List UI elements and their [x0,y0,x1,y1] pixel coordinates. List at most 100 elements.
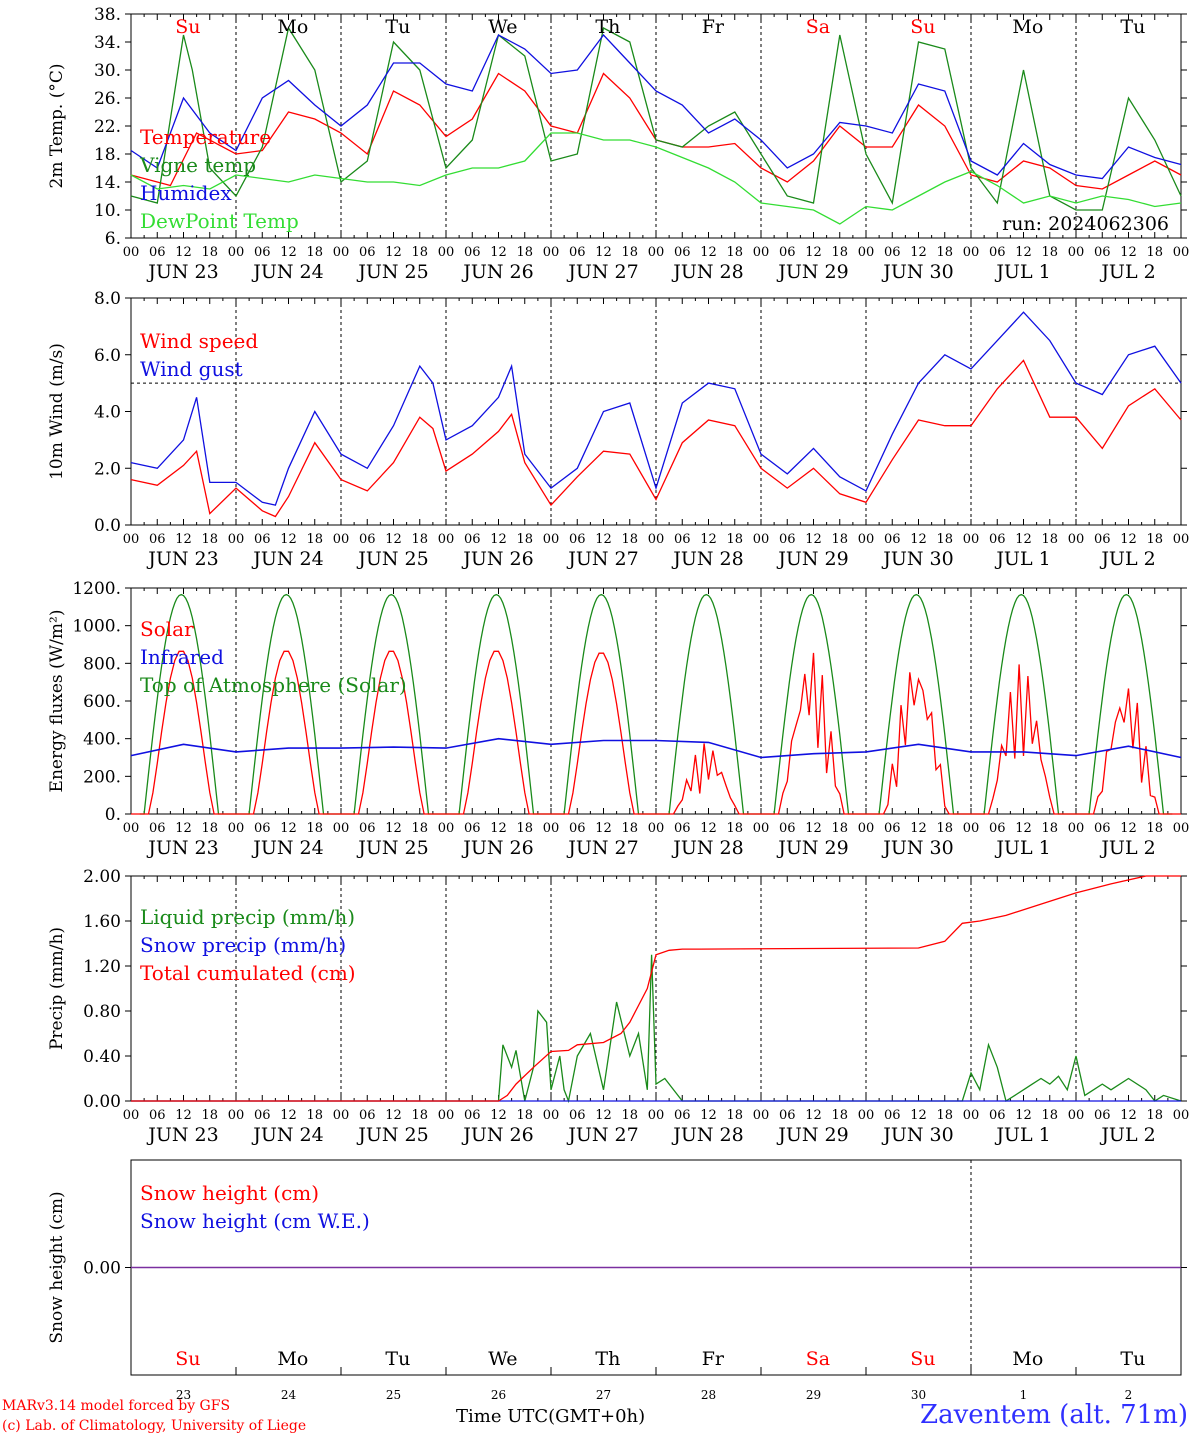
legend-entry: Liquid precip (mm/h) [140,905,355,929]
hour-tick-label: 18 [726,245,743,260]
hour-tick-label: 00 [1068,821,1085,836]
y-tick-label: 0.0 [94,516,121,536]
hour-tick-label: 12 [805,1108,822,1123]
hour-tick-label: 00 [963,821,980,836]
hour-tick-label: 06 [674,245,691,260]
hour-tick-label: 12 [910,532,927,547]
date-label: JUN 24 [251,837,323,859]
hour-tick-label: 06 [779,532,796,547]
hour-tick-label: 18 [306,245,323,260]
hour-tick-label: 12 [1120,532,1137,547]
hour-tick-label: 00 [333,532,350,547]
hour-tick-label: 06 [674,532,691,547]
y-axis-label: Snow height (cm) [47,1191,67,1343]
date-label: JUL 1 [994,1124,1050,1146]
weekday-label: Mo [1012,1348,1043,1370]
date-label: JUN 25 [356,261,428,283]
hour-tick-label: 06 [779,245,796,260]
hour-tick-label: 00 [543,532,560,547]
hour-tick-label: 06 [359,821,376,836]
y-tick-label: 1000. [72,617,121,637]
hour-tick-label: 00 [228,245,245,260]
hour-tick-label: 18 [1146,821,1163,836]
hour-tick-label: 18 [411,1108,428,1123]
model-credit: MARv3.14 model forced by GFS [2,1398,231,1414]
date-label: JUN 30 [881,1124,953,1146]
hour-tick-label: 00 [123,245,140,260]
weekday-label: Fr [702,16,725,38]
hour-tick-label: 00 [123,821,140,836]
weekday-label: Mo [277,1348,308,1370]
weekday-label: Sa [806,1348,830,1370]
hour-tick-label: 00 [438,245,455,260]
hour-tick-label: 00 [858,1108,875,1123]
y-axis-label: Precip (mm/h) [47,927,67,1050]
date-label: JUN 30 [881,548,953,570]
y-tick-label: 30. [94,61,121,81]
hour-tick-label: 12 [1015,1108,1032,1123]
hour-tick-label: 12 [280,532,297,547]
legend-entry: Snow height (cm) [140,1181,319,1205]
hour-tick-label: 06 [989,821,1006,836]
hour-tick-label: 06 [359,1108,376,1123]
legend-entry: Total cumulated (cm) [140,961,356,985]
hour-tick-label: 00 [753,1108,770,1123]
y-tick-label: 6.0 [94,346,121,366]
y-tick-label: 1200. [72,579,121,599]
hour-tick-label: 18 [411,821,428,836]
y-tick-label: 600. [83,692,121,712]
weekday-label: We [488,16,517,38]
hour-tick-label: 12 [490,821,507,836]
hour-tick-label: 12 [595,821,612,836]
hour-tick-label: 12 [280,821,297,836]
hour-tick-label: 18 [621,532,638,547]
hour-tick-label: 12 [385,1108,402,1123]
date-label: JUL 2 [1099,1124,1155,1146]
date-label: JUN 28 [671,1124,743,1146]
hour-tick-label: 12 [700,532,717,547]
y-tick-label: 0. [105,805,121,825]
y-tick-label: 14. [94,173,121,193]
hour-tick-label: 12 [175,821,192,836]
hour-tick-label: 18 [1146,532,1163,547]
hour-tick-label: 18 [726,821,743,836]
hour-tick-label: 06 [674,1108,691,1123]
hour-tick-label: 12 [175,532,192,547]
y-tick-label: 2.00 [83,867,121,887]
hour-tick-label: 06 [884,821,901,836]
hour-tick-label: 18 [516,245,533,260]
hour-tick-label: 12 [700,1108,717,1123]
legend-entry: Top of Atmosphere (Solar) [140,673,407,697]
hour-tick-label: 00 [1173,245,1190,260]
hour-tick-label: 06 [884,532,901,547]
day-number-label: 29 [806,1388,821,1402]
day-number-label: 27 [596,1388,611,1402]
hour-tick-label: 00 [333,1108,350,1123]
hour-tick-label: 06 [569,1108,586,1123]
hour-tick-label: 06 [464,821,481,836]
hour-tick-label: 18 [411,245,428,260]
series-line-solar [131,650,1181,815]
hour-tick-label: 12 [1120,821,1137,836]
hour-tick-label: 06 [1094,1108,1111,1123]
date-label: JUN 29 [776,548,848,570]
weekday-label: Su [175,16,200,38]
legend-entry: Snow height (cm W.E.) [140,1209,370,1233]
date-label: JUL 2 [1099,837,1155,859]
date-label: JUN 23 [146,261,218,283]
hour-tick-label: 18 [621,245,638,260]
hour-tick-label: 06 [1094,245,1111,260]
hour-tick-label: 12 [910,821,927,836]
y-tick-label: 34. [94,33,121,53]
hour-tick-label: 06 [1094,532,1111,547]
hour-tick-label: 00 [753,532,770,547]
hour-tick-label: 18 [936,821,953,836]
legend-entry: Solar [140,617,194,641]
hour-tick-label: 12 [700,245,717,260]
y-axis-label: 10m Wind (m/s) [47,343,67,480]
date-label: JUN 24 [251,1124,323,1146]
hour-tick-label: 00 [648,532,665,547]
hour-tick-label: 06 [989,532,1006,547]
date-label: JUN 29 [776,261,848,283]
